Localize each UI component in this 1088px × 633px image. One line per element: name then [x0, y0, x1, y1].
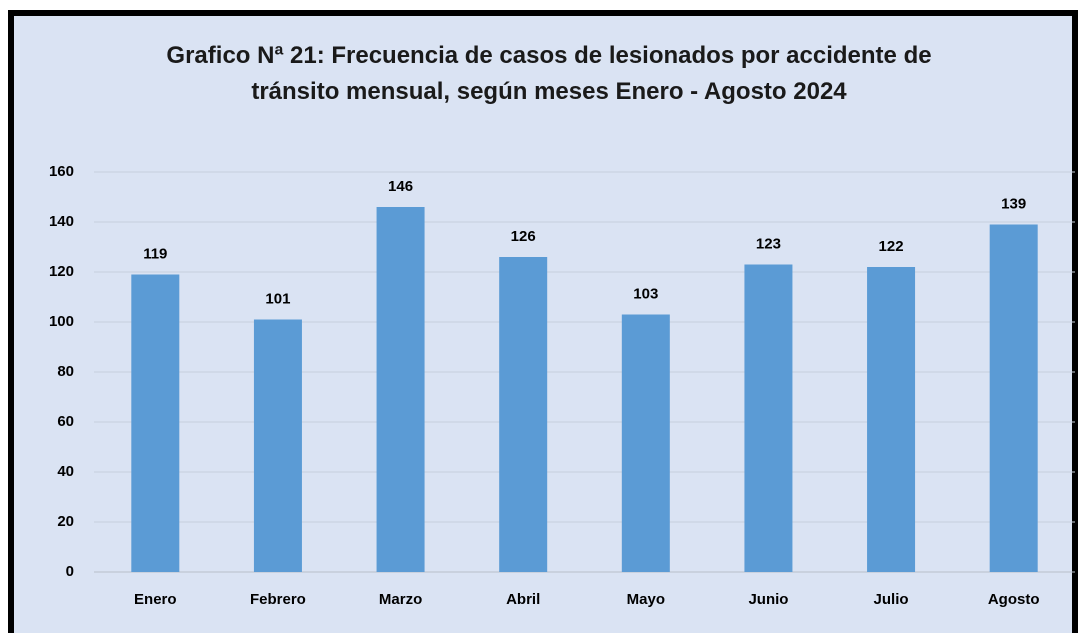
x-tick-label: Marzo: [379, 591, 422, 608]
y-tick-label: 140: [49, 213, 74, 230]
bar: [989, 224, 1038, 572]
bar: [376, 207, 425, 572]
data-label: 126: [511, 228, 536, 245]
bar: [499, 257, 548, 572]
bar: [253, 319, 302, 572]
bar: [621, 314, 670, 572]
x-tick-label: Febrero: [250, 591, 306, 608]
x-tick-label: Agosto: [988, 591, 1040, 608]
y-tick-label: 40: [57, 463, 74, 480]
y-tick-label: 20: [57, 513, 74, 530]
y-tick-label: 160: [49, 163, 74, 180]
data-label: 123: [756, 235, 781, 252]
x-tick-label: Julio: [874, 591, 909, 608]
y-tick-label: 0: [66, 563, 74, 580]
x-tick-label: Abril: [506, 591, 540, 608]
x-tick-label: Enero: [134, 591, 177, 608]
y-tick-label: 120: [49, 263, 74, 280]
bar: [131, 274, 180, 572]
x-tick-label: Junio: [748, 591, 788, 608]
y-tick-label: 60: [57, 413, 74, 430]
data-label: 119: [143, 245, 167, 262]
bar: [867, 267, 916, 572]
x-tick-label: Mayo: [627, 591, 665, 608]
y-tick-label: 80: [57, 363, 74, 380]
data-label: 103: [633, 285, 658, 302]
chart-title: Grafico Nª 21: Frecuencia de casos de le…: [166, 42, 932, 105]
data-label: 101: [265, 290, 290, 307]
data-label: 146: [388, 178, 413, 195]
data-label: 139: [1001, 195, 1026, 212]
bar: [744, 264, 793, 572]
data-label: 122: [879, 238, 904, 255]
y-tick-label: 100: [49, 313, 74, 330]
